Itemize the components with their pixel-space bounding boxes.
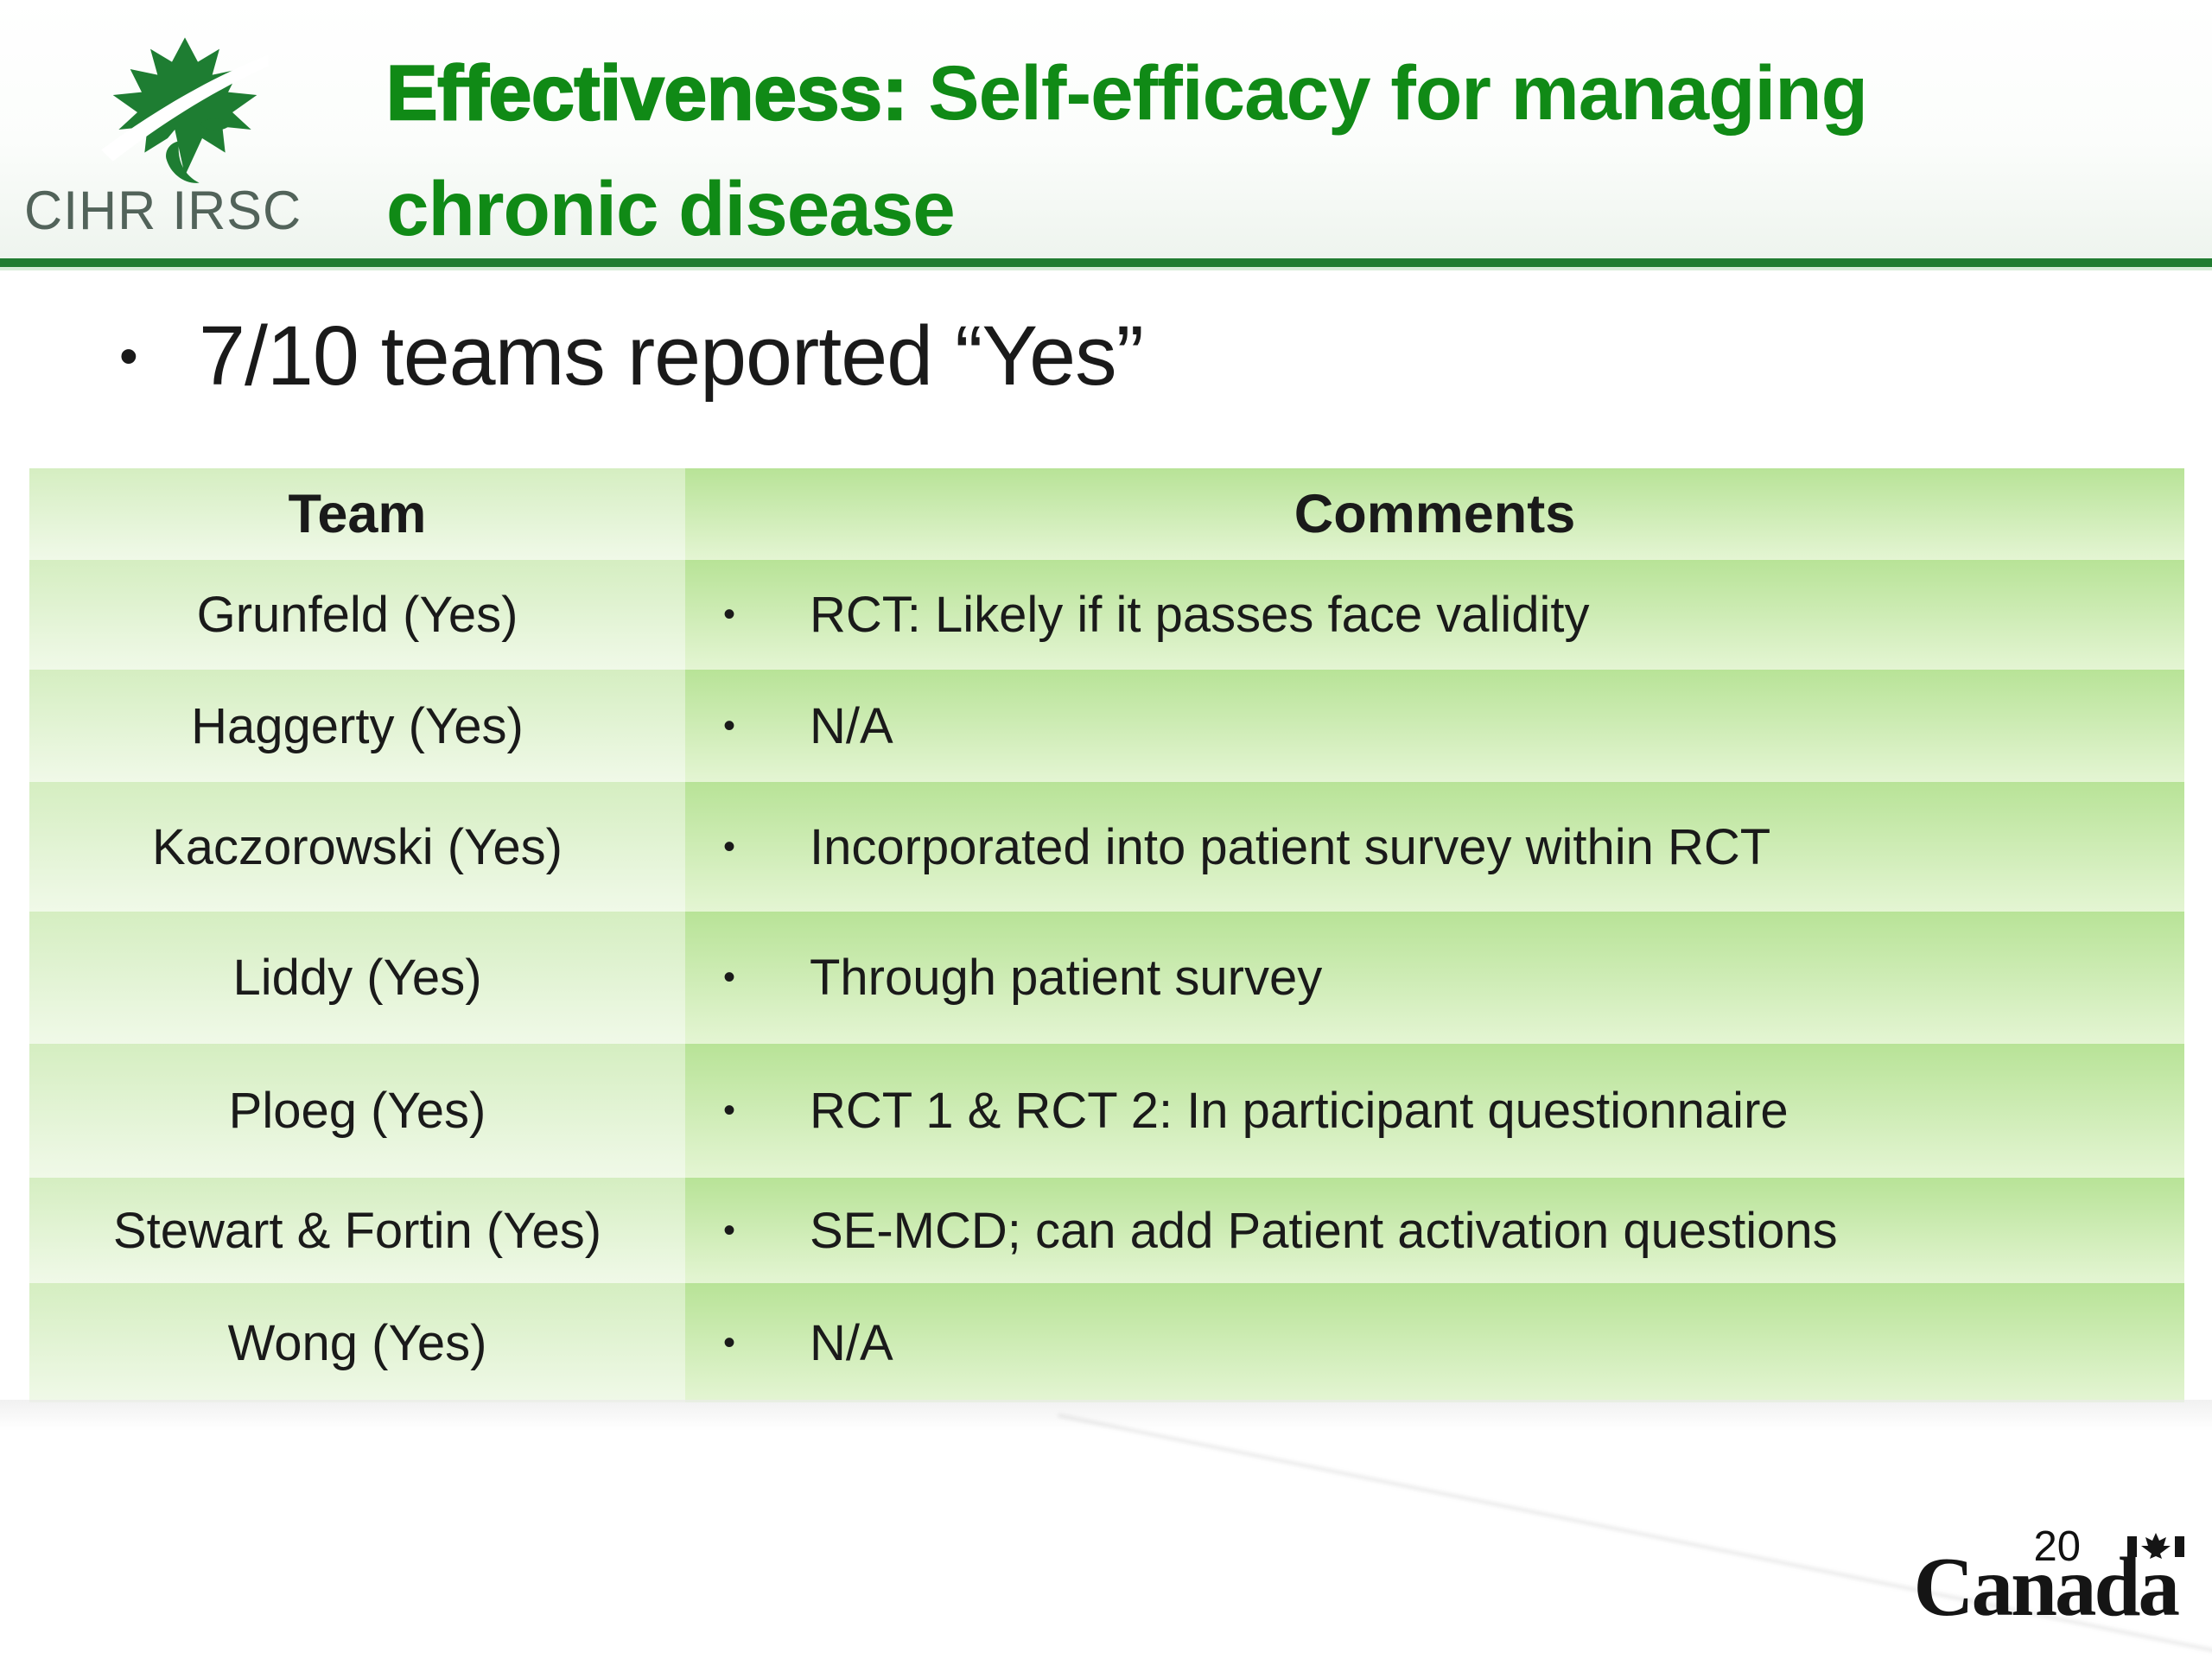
table-row-team: Kaczorowski (Yes) [29,782,685,912]
table-row-comment: • N/A [685,670,2184,782]
title-line1-rest: Self-efficacy for managing [907,49,1868,136]
comment-text: N/A [810,1314,893,1371]
table-shadow-band [0,1400,2212,1434]
comment-text: SE-MCD; can add Patient activation quest… [810,1202,1838,1259]
teams-comments-table: Team Comments Grunfeld (Yes) • RCT: Like… [29,468,2184,1402]
table-row-team: Ploeg (Yes) [29,1044,685,1178]
comment-text: Incorporated into patient survey within … [810,818,1771,875]
table-row-team: Grunfeld (Yes) [29,560,685,670]
table-row-team: Liddy (Yes) [29,912,685,1044]
table-row-comment: • RCT: Likely if it passes face validity [685,560,2184,670]
comment-bullet-icon: • [723,1091,736,1129]
canada-wordmark-text: Canada [1913,1541,2180,1633]
maple-leaf-icon [101,37,269,183]
table-row-comment: • SE-MCD; can add Patient activation que… [685,1178,2184,1283]
comment-bullet-icon: • [723,595,736,633]
table-header-team: Team [29,468,685,560]
comment-text: RCT: Likely if it passes face validity [810,587,1590,643]
logo-org-text: CIHR IRSC [24,181,302,241]
table-row-team: Wong (Yes) [29,1283,685,1402]
comment-text: Through patient survey [810,950,1323,1006]
title-divider-rule [0,258,2212,270]
title-keyword: Effectiveness: [385,48,909,137]
table-row-team: Haggerty (Yes) [29,670,685,782]
table-row-comment: • N/A [685,1283,2184,1402]
comment-bullet-icon: • [723,1211,736,1249]
cihr-logo: CIHR IRSC [19,31,339,247]
comment-bullet-icon: • [723,1323,736,1362]
table-row-comment: • RCT 1 & RCT 2: In participant question… [685,1044,2184,1178]
bullet-point: • 7/10 teams reported “Yes” [119,308,1144,404]
page-number: 20 [2033,1523,2081,1570]
slide-header: CIHR IRSC Effectiveness: Self-efficacy f… [0,0,2212,259]
bullet-marker: • [119,326,138,386]
bullet-text: 7/10 teams reported “Yes” [199,308,1144,403]
slide-title: Effectiveness: Self-efficacy for managin… [385,35,2080,266]
table-row-comment: • Incorporated into patient survey withi… [685,782,2184,912]
comment-bullet-icon: • [723,827,736,866]
table-row-team: Stewart & Fortin (Yes) [29,1178,685,1283]
canada-flag-icon [2127,1533,2184,1559]
table-header-comments: Comments [685,468,2184,560]
title-line2: chronic disease [386,165,956,251]
comment-bullet-icon: • [723,706,736,745]
comment-bullet-icon: • [723,958,736,996]
comment-text: RCT 1 & RCT 2: In participant questionna… [810,1083,1789,1139]
canada-wordmark: Canada [1914,1533,2184,1629]
table-row-comment: • Through patient survey [685,912,2184,1044]
comment-text: N/A [810,697,893,754]
